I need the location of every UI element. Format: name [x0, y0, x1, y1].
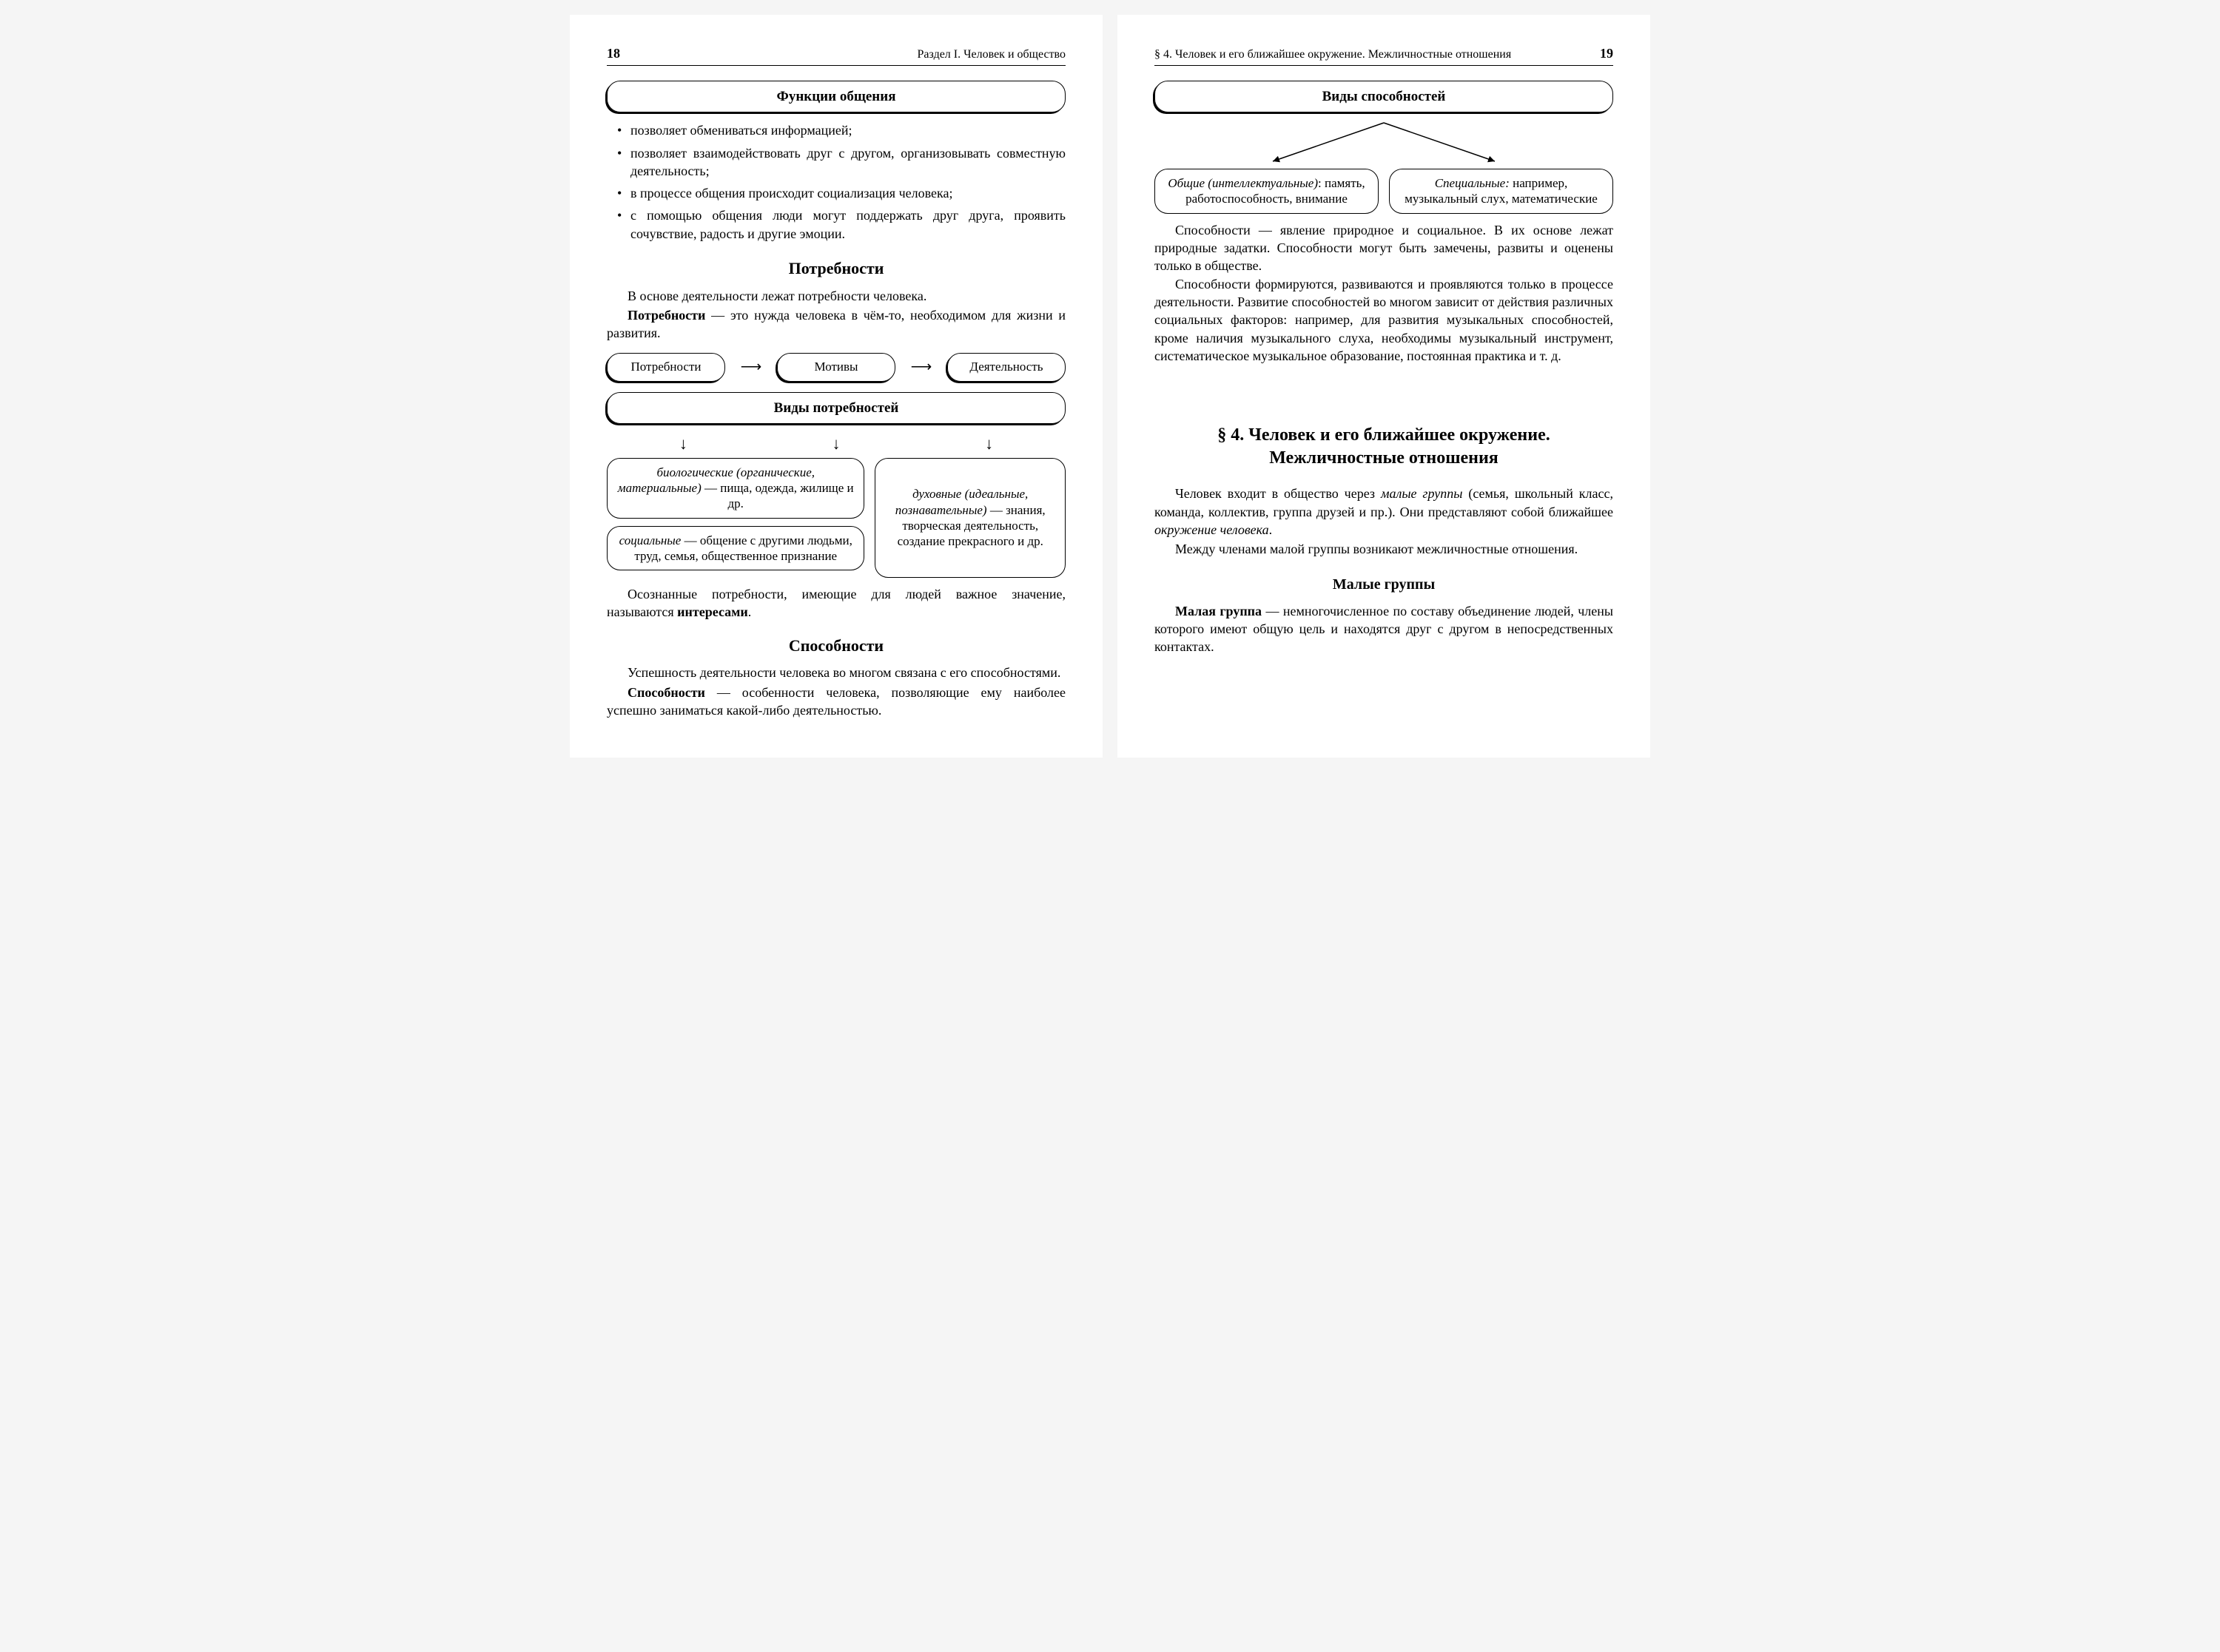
page-number: 18: [607, 44, 620, 62]
arrow-right-icon: ⟶: [736, 357, 767, 377]
needs-bio-box: биологические (органические, материальны…: [607, 458, 864, 519]
ability-general-box: Общие (интеллектуальные): память, работо…: [1154, 169, 1379, 214]
needs-social-box: социальные — общение с другими людьми, т…: [607, 526, 864, 571]
arrow-down-icon: ↓: [985, 433, 993, 455]
paragraph: Способности — особенности человека, позв…: [607, 684, 1066, 720]
box-ability-types-title: Виды способностей: [1154, 81, 1613, 113]
term: Потребности: [628, 308, 705, 323]
functions-list: позволяет обмениваться информацией; позв…: [614, 121, 1066, 243]
arrow-down-icon: ↓: [679, 433, 687, 455]
page-left: 18 Раздел I. Человек и общество Функции …: [570, 15, 1103, 758]
ability-grid: Общие (интеллектуальные): память, работо…: [1154, 169, 1613, 214]
paragraph: Способности — явление природное и социал…: [1154, 221, 1613, 275]
paragraph: Человек входит в общество через малые гр…: [1154, 485, 1613, 539]
section-heading-abilities: Способности: [607, 635, 1066, 657]
paragraph: Способности формируются, развиваются и п…: [1154, 275, 1613, 365]
paragraph: Потребности — это нужда человека в чём-т…: [607, 306, 1066, 343]
ability-special-box: Специальные: например, музыкальный слух,…: [1389, 169, 1613, 214]
arrow-down-icon: ↓: [832, 433, 840, 455]
box-functions-title: Функции общения: [607, 81, 1066, 113]
flow-node: Деятельность: [947, 353, 1066, 382]
header-text: § 4. Человек и его ближайшее окружение. …: [1154, 47, 1511, 63]
page-number: 19: [1600, 44, 1613, 62]
list-item: в процессе общения происходит социализац…: [614, 184, 1066, 202]
arrows-down: ↓ ↓ ↓: [607, 433, 1066, 455]
list-item: позволяет обмениваться информацией;: [614, 121, 1066, 139]
flow-node: Потребности: [607, 353, 725, 382]
section-heading-needs: Потребности: [607, 257, 1066, 280]
header-left: 18 Раздел I. Человек и общество: [607, 44, 1066, 66]
section-heading-main: § 4. Человек и его ближайшее окружение. …: [1154, 424, 1613, 470]
needs-grid: биологические (органические, материальны…: [607, 458, 1066, 578]
flow-node: Мотивы: [777, 353, 895, 382]
split-arrows: [1154, 121, 1613, 166]
paragraph: Успешность деятельности человека во мног…: [607, 664, 1066, 681]
page-right: § 4. Человек и его ближайшее окружение. …: [1117, 15, 1650, 758]
list-item: с помощью общения люди могут поддержать …: [614, 206, 1066, 243]
header-right: § 4. Человек и его ближайшее окружение. …: [1154, 44, 1613, 66]
paragraph: Осознанные потребности, имеющие для люде…: [607, 585, 1066, 621]
paragraph: В основе деятельности лежат потребности …: [607, 287, 1066, 305]
subsection-heading: Малые группы: [1154, 575, 1613, 595]
arrow-right-icon: ⟶: [906, 357, 937, 377]
paragraph: Между членами малой группы возникают меж…: [1154, 540, 1613, 558]
flow-row: Потребности ⟶ Мотивы ⟶ Деятельность: [607, 353, 1066, 382]
header-text: Раздел I. Человек и общество: [918, 47, 1066, 63]
list-item: позволяет взаимодействовать друг с друго…: [614, 144, 1066, 181]
paragraph: Малая группа — немногочисленное по соста…: [1154, 602, 1613, 656]
needs-spiritual-box: духовные (идеальные, познавательные) — з…: [875, 458, 1066, 578]
box-needs-types-title: Виды потребностей: [607, 392, 1066, 425]
